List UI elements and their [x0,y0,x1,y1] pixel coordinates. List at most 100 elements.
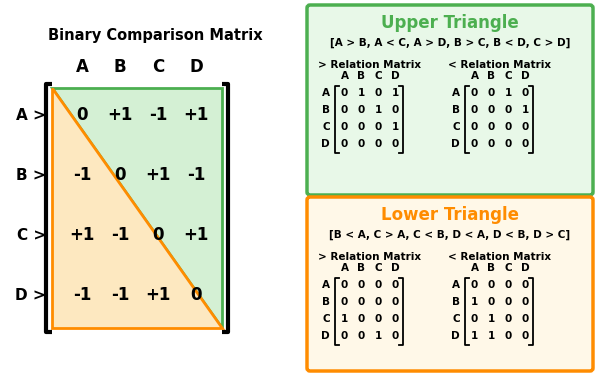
Text: 0: 0 [522,314,529,324]
Text: 0: 0 [522,122,529,132]
Text: D: D [521,71,530,81]
Text: 0: 0 [358,122,365,132]
Text: A: A [341,263,349,273]
Text: 0: 0 [375,314,382,324]
Text: C >: C > [17,227,46,243]
Text: 0: 0 [358,331,365,341]
Text: 1: 1 [488,331,495,341]
Text: 0: 0 [375,297,382,307]
Text: A: A [341,71,349,81]
Text: 0: 0 [505,297,512,307]
Text: 1: 1 [341,314,348,324]
Text: 0: 0 [375,280,382,290]
Text: -1: -1 [73,286,91,304]
Polygon shape [52,88,222,328]
Text: -1: -1 [149,106,167,124]
Text: 0: 0 [505,139,512,149]
Text: +1: +1 [107,106,133,124]
Text: 0: 0 [392,297,399,307]
Text: -1: -1 [187,166,205,184]
Text: B: B [487,263,496,273]
Text: 1: 1 [392,88,399,98]
Text: D: D [391,263,400,273]
Text: 0: 0 [358,105,365,115]
Text: D: D [189,58,203,76]
Text: C: C [505,263,512,273]
Text: 0: 0 [375,122,382,132]
Text: 0: 0 [190,286,202,304]
Text: A >: A > [16,108,46,123]
Text: 0: 0 [358,139,365,149]
Text: C: C [374,263,382,273]
Text: 0: 0 [341,280,348,290]
Text: 0: 0 [341,88,348,98]
Text: C: C [505,71,512,81]
Text: 0: 0 [341,297,348,307]
Text: 0: 0 [488,280,495,290]
Text: A: A [76,58,88,76]
Text: 1: 1 [375,105,382,115]
Text: 0: 0 [471,139,478,149]
Text: 0: 0 [505,314,512,324]
Text: 0: 0 [358,280,365,290]
Text: 0: 0 [522,88,529,98]
Text: D: D [391,71,400,81]
Text: 0: 0 [522,297,529,307]
Text: D >: D > [16,288,46,303]
Text: -1: -1 [111,286,129,304]
Text: B: B [452,297,460,307]
Text: Upper Triangle: Upper Triangle [381,14,519,32]
Text: +1: +1 [145,286,170,304]
Text: C: C [322,314,330,324]
Text: +1: +1 [70,226,95,244]
Text: D: D [451,331,460,341]
Text: [A > B, A < C, A > D, B > C, B < D, C > D]: [A > B, A < C, A > D, B > C, B < D, C > … [330,38,570,48]
Text: +1: +1 [145,166,170,184]
Text: B: B [358,263,365,273]
Text: 0: 0 [392,280,399,290]
Text: 0: 0 [522,331,529,341]
Text: 0: 0 [505,105,512,115]
Text: 1: 1 [505,88,512,98]
Text: > Relation Matrix: > Relation Matrix [319,60,422,70]
FancyBboxPatch shape [307,197,593,371]
Text: [B < A, C > A, C < B, D < A, D < B, D > C]: [B < A, C > A, C < B, D < A, D < B, D > … [329,230,571,240]
Text: B: B [452,105,460,115]
Text: Binary Comparison Matrix: Binary Comparison Matrix [47,28,262,43]
Text: B: B [322,105,330,115]
Text: 0: 0 [114,166,126,184]
Text: 0: 0 [505,331,512,341]
Text: 0: 0 [392,105,399,115]
Text: 0: 0 [76,106,88,124]
Text: A: A [322,280,330,290]
Text: C: C [322,122,330,132]
Text: 0: 0 [358,297,365,307]
Text: A: A [452,280,460,290]
Text: 0: 0 [341,139,348,149]
Text: C: C [452,314,460,324]
Text: 0: 0 [488,105,495,115]
Text: 1: 1 [358,88,365,98]
Text: 0: 0 [341,105,348,115]
Text: A: A [470,263,479,273]
Text: 0: 0 [505,280,512,290]
Text: A: A [452,88,460,98]
Polygon shape [52,88,222,328]
Text: D: D [322,331,330,341]
Text: B: B [322,297,330,307]
Text: 0: 0 [488,88,495,98]
Text: 1: 1 [392,122,399,132]
Text: D: D [322,139,330,149]
Text: C: C [374,71,382,81]
Text: 0: 0 [471,122,478,132]
Text: Lower Triangle: Lower Triangle [381,206,519,224]
Text: 0: 0 [522,280,529,290]
Text: +1: +1 [184,106,209,124]
Text: 1: 1 [471,297,478,307]
Text: 0: 0 [488,139,495,149]
Text: 0: 0 [341,331,348,341]
Text: 0: 0 [471,314,478,324]
Text: 0: 0 [522,139,529,149]
Text: B: B [487,71,496,81]
Text: 0: 0 [471,280,478,290]
